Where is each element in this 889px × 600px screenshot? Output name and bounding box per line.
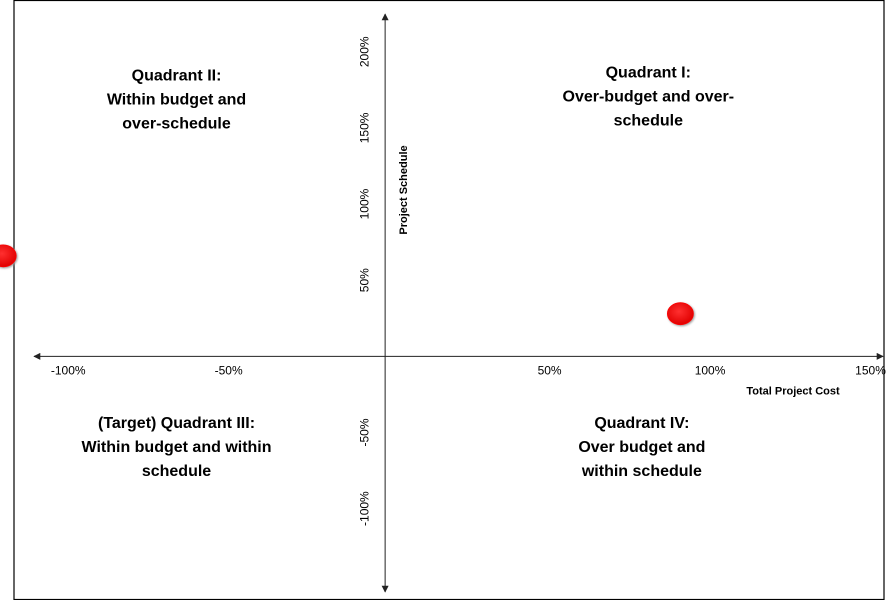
x-tick-label: -50% xyxy=(215,364,243,378)
point xyxy=(666,302,694,326)
x-tick-label: 100% xyxy=(695,364,726,378)
x-tick-label: -100% xyxy=(51,364,86,378)
y-tick-label: 100% xyxy=(357,188,371,219)
quadrant-label: over-schedule xyxy=(122,116,231,133)
y-tick-label: -50% xyxy=(357,418,371,446)
quadrant-label: Within budget and within xyxy=(81,439,271,456)
quadrant-label: Quadrant I: xyxy=(606,65,691,82)
y-tick-label: -100% xyxy=(357,491,371,526)
y-axis-title: Project Schedule xyxy=(398,145,410,234)
quadrant-label: within schedule xyxy=(581,463,702,480)
x-axis-title: Total Project Cost xyxy=(746,385,840,397)
quadrant-label: Over budget and xyxy=(578,439,705,456)
y-tick-label: 200% xyxy=(357,36,371,67)
x-tick-label: 50% xyxy=(538,364,562,378)
quadrant-label: (Target) Quadrant III: xyxy=(98,415,255,432)
quadrant-label: schedule xyxy=(142,463,211,480)
quadrant-label: schedule xyxy=(614,113,683,130)
quadrant-label: Quadrant IV: xyxy=(594,415,689,432)
frame xyxy=(13,0,885,600)
point xyxy=(0,244,17,268)
x-tick-label: 150% xyxy=(855,364,886,378)
quadrant-label: Over-budget and over- xyxy=(563,89,735,106)
y-tick-label: 50% xyxy=(357,268,371,292)
quadrant-label: Within budget and xyxy=(107,92,246,109)
y-tick-label: 150% xyxy=(357,112,371,143)
quadrant-label: Quadrant II: xyxy=(132,68,222,85)
